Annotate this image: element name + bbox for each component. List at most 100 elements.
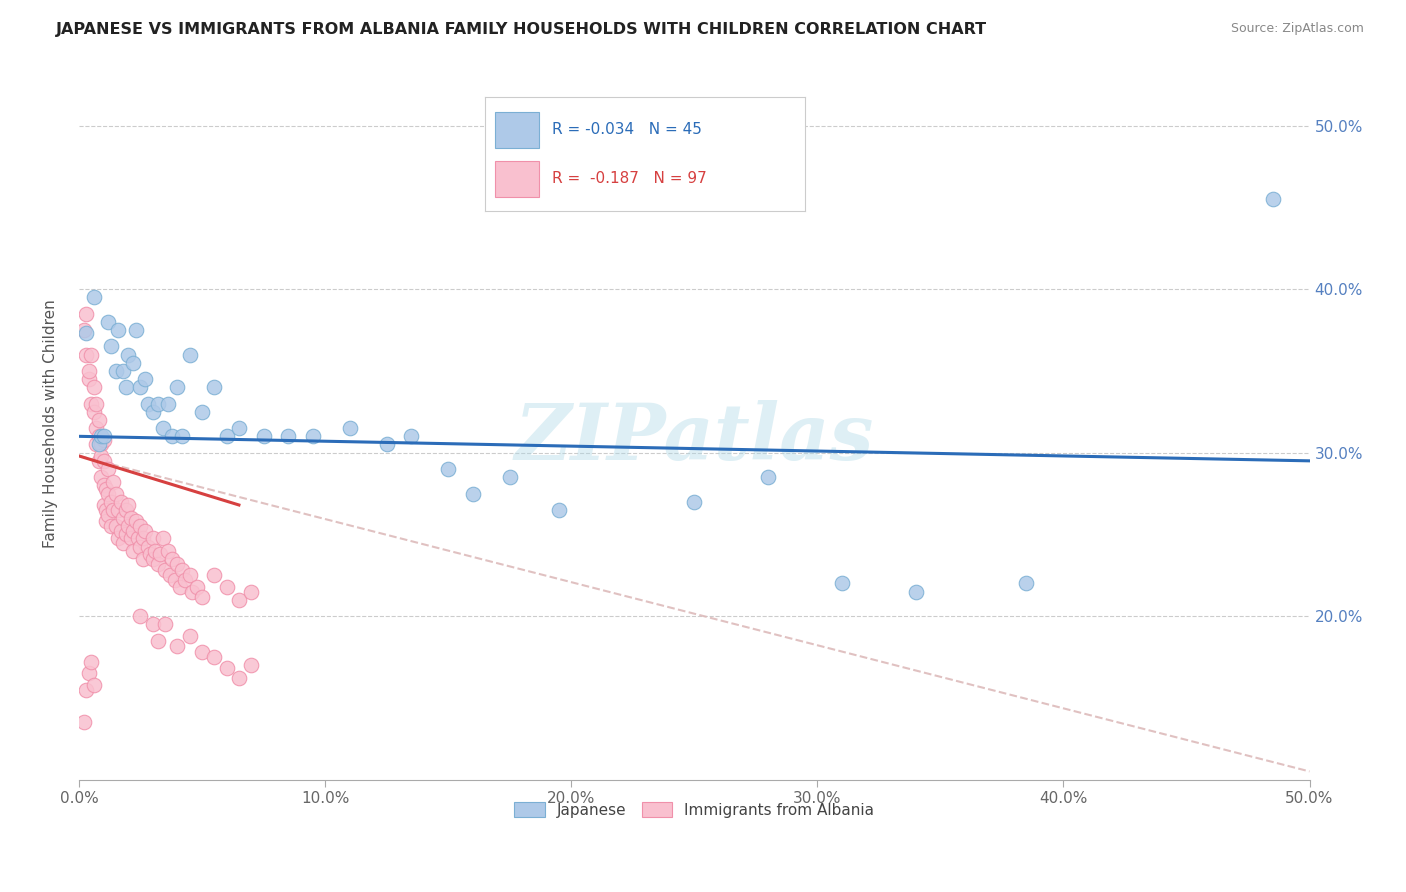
Point (90, 437, 112, 451)
Point (375, 437, 398, 451)
Point (110, 494, 132, 508)
Point (75, 682, 97, 697)
Point (112, 511, 135, 525)
Point (122, 543, 145, 558)
Point (100, 519, 122, 533)
Point (146, 633, 169, 648)
Point (90, 470, 112, 484)
Point (107, 323, 129, 337)
Point (904, 584, 927, 599)
Point (83, 290, 105, 304)
Point (191, 590, 214, 604)
Text: JAPANESE VS IMMIGRANTS FROM ALBANIA FAMILY HOUSEHOLDS WITH CHILDREN CORRELATION : JAPANESE VS IMMIGRANTS FROM ALBANIA FAMI… (56, 22, 987, 37)
Point (110, 524, 132, 538)
Point (73, 715, 96, 730)
Point (153, 563, 176, 577)
Point (100, 494, 122, 508)
Point (156, 396, 179, 410)
Point (202, 650, 225, 665)
Point (103, 503, 125, 517)
Point (84, 396, 107, 410)
Point (114, 503, 136, 517)
Point (172, 429, 194, 443)
Point (112, 364, 135, 378)
Point (240, 658, 263, 673)
Point (166, 639, 188, 653)
Point (93, 478, 115, 492)
Point (87, 429, 110, 443)
Point (77, 666, 100, 681)
Point (117, 519, 139, 533)
Point (84, 421, 107, 435)
Point (162, 429, 184, 443)
Point (498, 470, 520, 484)
Point (202, 380, 225, 394)
Point (107, 503, 129, 517)
Point (169, 580, 191, 594)
Point (87, 413, 110, 427)
Point (437, 462, 460, 476)
Point (104, 364, 127, 378)
Point (80, 348, 103, 362)
Point (159, 568, 181, 582)
Point (120, 511, 142, 525)
Point (97, 462, 120, 476)
Point (87, 454, 110, 468)
Point (1015, 576, 1038, 591)
Point (301, 429, 323, 443)
Point (215, 580, 238, 594)
Point (122, 524, 145, 538)
Point (339, 421, 361, 435)
Point (114, 380, 136, 394)
Point (134, 372, 156, 386)
Point (90, 429, 112, 443)
Point (87, 437, 110, 451)
Point (107, 531, 129, 545)
Point (97, 315, 120, 329)
Point (146, 557, 169, 571)
Point (142, 617, 165, 632)
Point (149, 547, 172, 561)
Point (461, 486, 484, 500)
Point (228, 671, 250, 685)
Point (172, 563, 194, 577)
Y-axis label: Family Households with Children: Family Households with Children (44, 300, 58, 549)
Point (83, 380, 105, 394)
Point (97, 486, 120, 500)
Point (75, 326, 97, 341)
Point (152, 531, 174, 545)
Point (93, 429, 115, 443)
Point (97, 508, 120, 522)
Point (142, 552, 165, 566)
Point (215, 429, 238, 443)
Point (124, 514, 146, 528)
Point (104, 519, 127, 533)
Point (132, 552, 155, 566)
Point (73, 323, 96, 337)
Point (120, 531, 142, 545)
Point (215, 661, 238, 675)
Point (153, 617, 176, 632)
Point (228, 592, 250, 607)
Point (122, 356, 145, 370)
Point (129, 609, 152, 624)
Point (100, 339, 122, 353)
Point (94, 503, 117, 517)
Point (228, 421, 250, 435)
Point (831, 576, 853, 591)
Point (124, 323, 146, 337)
Point (129, 541, 152, 555)
Point (93, 454, 115, 468)
Point (117, 498, 139, 512)
Point (127, 531, 149, 545)
Point (112, 535, 135, 549)
Point (179, 348, 201, 362)
Point (142, 531, 165, 545)
Point (83, 405, 105, 419)
Point (1261, 192, 1284, 206)
Point (166, 557, 188, 571)
Point (181, 584, 204, 599)
Point (146, 396, 169, 410)
Point (94, 514, 117, 528)
Point (179, 568, 201, 582)
